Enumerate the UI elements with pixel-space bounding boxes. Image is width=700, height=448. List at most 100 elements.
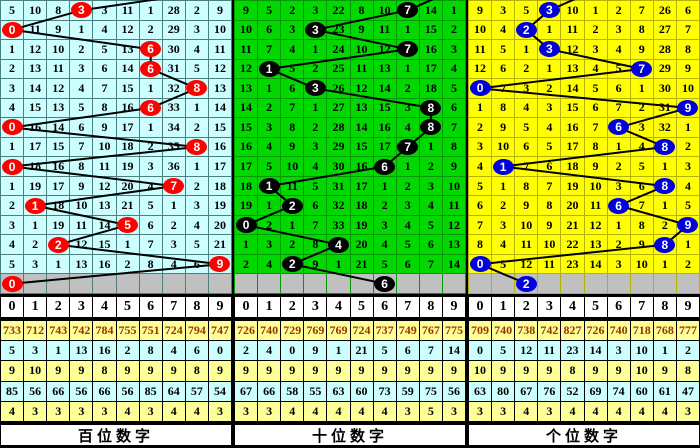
summary-cell: 9 [538,361,561,381]
summary-cell: 8 [561,361,584,381]
summary-cell: 740 [607,321,630,341]
hit-circle: 0 [1,21,23,38]
digit-header-cell: 7 [396,297,419,317]
summary-cell: 1 [47,341,70,361]
summary-cell: 76 [538,381,561,401]
summary-cell: 3 [24,341,47,361]
summary-cell: 10 [469,361,492,381]
digit-header-cell: 5 [350,297,373,317]
summary-cell: 67 [515,381,538,401]
summary-cell: 4 [1,401,24,421]
summary-cell: 23 [561,341,584,361]
summary-cell: 4 [653,401,676,421]
summary-cell: 3 [492,401,515,421]
hit-circle: 6 [608,197,630,214]
summary-cell: 80 [492,381,515,401]
panel-label: 十位数字 [234,424,466,446]
panel-label: 个位数字 [468,424,700,446]
summary-cell: 827 [561,321,584,341]
summary-cell: 749 [396,321,419,341]
summary-cell: 66 [47,381,70,401]
summary-cell: 769 [327,321,350,341]
summary-cell: 9 [419,361,442,381]
trend-cell: 12 [442,215,465,235]
summary-cell: 726 [235,321,258,341]
digit-header-cell: 8 [653,297,676,317]
summary-cell: 3 [676,401,699,421]
summary-cell: 74 [607,381,630,401]
summary-cell: 733 [1,321,24,341]
summary-cell: 9 [515,361,538,381]
pending-row-cell [442,274,465,293]
hit-circle: 8 [654,178,676,195]
summary-cell: 56 [70,381,93,401]
summary-cell: 743 [47,321,70,341]
hit-circle: 9 [677,99,699,116]
summary-cell: 5 [373,341,396,361]
summary-cell: 73 [373,381,396,401]
panel-label: 百位数字 [0,424,232,446]
summary-cell: 2 [676,341,699,361]
summary-cell: 6 [185,341,208,361]
hit-circle: 6 [140,41,162,58]
summary-cell: 56 [116,381,139,401]
digit-header-cell: 7 [630,297,653,317]
summary-cell: 63 [327,381,350,401]
summary-cell: 9 [47,361,70,381]
summary-cell: 3 [208,401,231,421]
summary-cell: 4 [258,341,281,361]
trend-cell: 2 [442,20,465,40]
summary-cell: 4 [281,401,304,421]
trend-cell: 5 [442,79,465,98]
summary-cell: 3 [70,401,93,421]
summary-cell: 794 [185,321,208,341]
summary-cell: 4 [116,401,139,421]
trend-cell: 11 [442,196,465,215]
hit-circle: 2 [515,21,537,38]
hit-circle: 2 [281,256,303,273]
summary-cell: 9 [162,361,185,381]
hit-circle: 7 [397,2,419,19]
digit-header-cell: 0 [1,297,24,317]
hit-circle: 3 [538,41,560,58]
digit-header-cell: 3 [304,297,327,317]
summary-cell: 4 [584,401,607,421]
summary-cell: 751 [139,321,162,341]
summary-cell: 64 [162,381,185,401]
summary-cell: 4 [162,401,185,421]
summary-cell: 8 [139,341,162,361]
hit-circle: 6 [140,60,162,77]
summary-cell: 12 [515,341,538,361]
summary-cell: 9 [327,361,350,381]
digit-header-cell: 5 [116,297,139,317]
summary-cell: 10 [24,361,47,381]
summary-cell: 58 [281,381,304,401]
summary-cell: 2 [235,341,258,361]
digit-header-cell: 1 [258,297,281,317]
summary-cell: 61 [653,381,676,401]
summary-cell: 67 [235,381,258,401]
trend-cell: 1 [442,1,465,20]
summary-cell: 3 [469,401,492,421]
summary-cell: 3 [442,401,465,421]
hit-circle: 3 [538,2,560,19]
panel-tens: 9523228107141106332391111521174124101271… [234,0,466,446]
summary-cell: 742 [70,321,93,341]
hit-circle: 1 [492,158,514,175]
hit-circle: 7 [631,60,653,77]
digit-header-cell: 6 [373,297,396,317]
summary-cell: 8 [93,361,116,381]
hit-circle: 3 [304,21,326,38]
digit-header-cell: 9 [208,297,231,317]
digit-header-cell: 0 [469,297,492,317]
summary-cell: 3 [396,401,419,421]
summary-cell: 738 [515,321,538,341]
summary-cell: 14 [442,341,465,361]
summary-table: 709 740 738 742 827 726 740 718 768 777 0 5 12 11 23 14… [468,320,700,422]
summary-cell: 9 [281,361,304,381]
summary-cell: 709 [469,321,492,341]
summary-cell: 3 [258,401,281,421]
hit-circle: 9 [209,256,231,273]
